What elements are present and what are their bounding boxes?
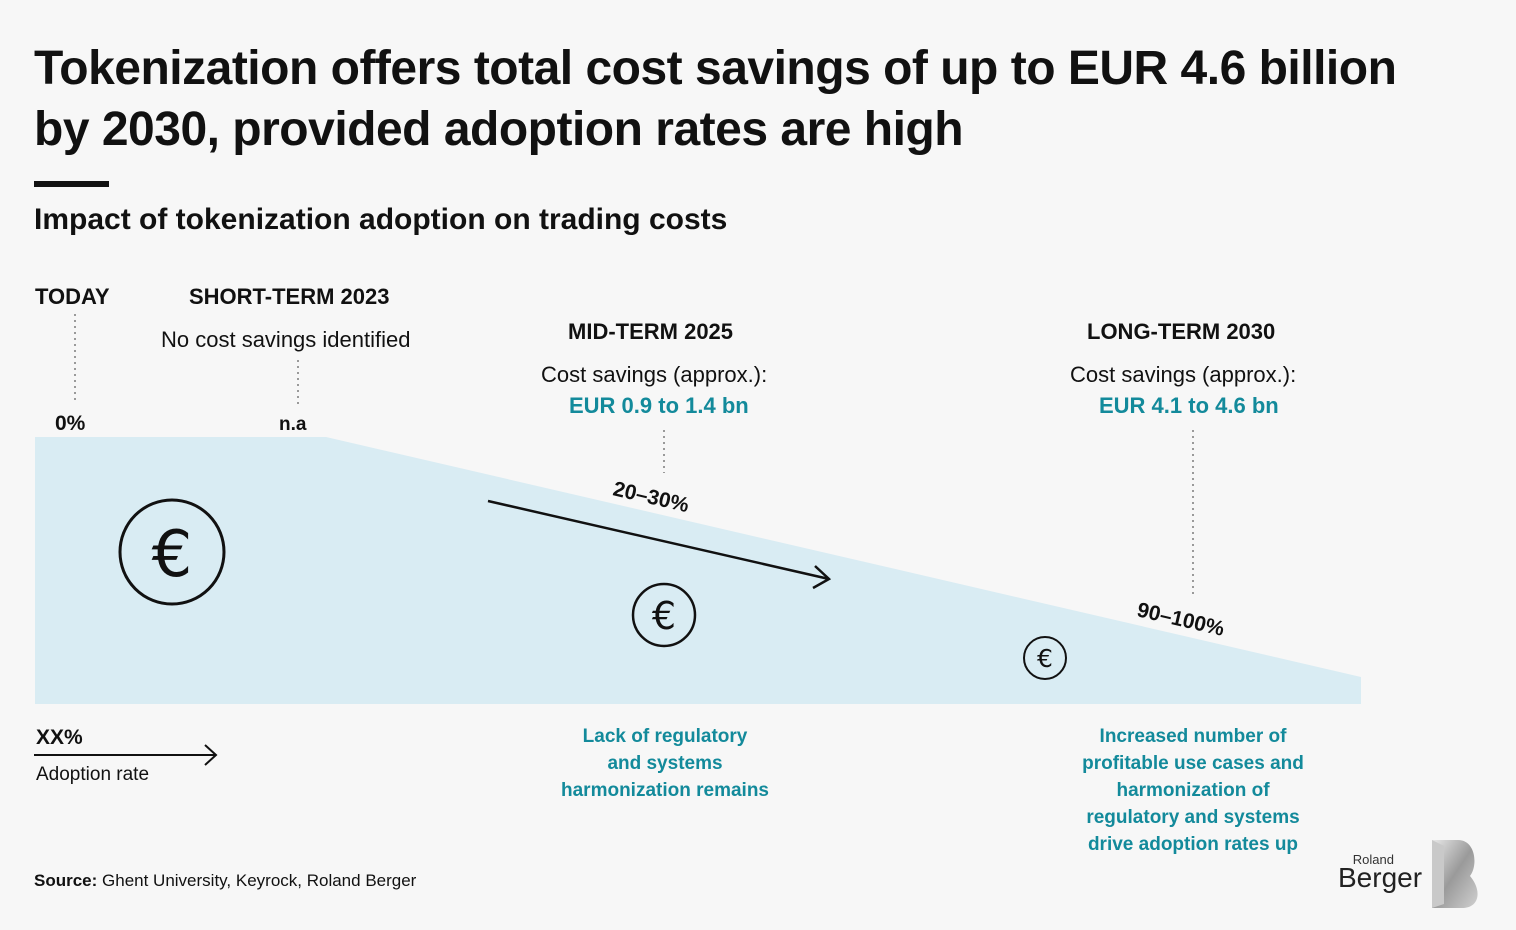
note-line: drive adoption rates up <box>1087 834 1299 855</box>
euro-icon: € <box>631 582 697 648</box>
today-rate-label: 0% <box>55 412 86 435</box>
short-term-label: SHORT-TERM 2023 <box>189 284 390 309</box>
mid-term-text: Cost savings (approx.): <box>541 362 768 387</box>
roland-berger-logo: Roland Berger <box>1330 838 1490 913</box>
long-term-label: LONG-TERM 2030 <box>1087 319 1276 344</box>
arrow-right-icon <box>487 499 832 590</box>
long-term-text: Cost savings (approx.): <box>1070 362 1297 387</box>
page-title: Tokenization offers total cost savings o… <box>34 38 1474 160</box>
short-term-text: No cost savings identified <box>161 327 411 352</box>
euro-icon: € <box>118 498 226 606</box>
mid-term-note: Lack of regulatory and systems harmoniza… <box>540 723 790 804</box>
long-term-note: Increased number of profitable use cases… <box>1063 723 1323 858</box>
source-label: Source: <box>34 871 98 890</box>
note-line: regulatory and systems <box>1086 807 1300 828</box>
title-line-1: Tokenization offers total cost savings o… <box>34 42 1397 95</box>
logo-small-text: Roland <box>1352 852 1394 867</box>
note-line: Increased number of <box>1099 726 1287 747</box>
title-line-2: by 2030, provided adoption rates are hig… <box>34 103 964 156</box>
source-note: Source: Ghent University, Keyrock, Rolan… <box>34 871 416 891</box>
today-label: TODAY <box>35 284 110 309</box>
long-term-savings: EUR 4.1 to 4.6 bn <box>1099 393 1279 418</box>
title-divider <box>34 181 109 187</box>
legend-label: Adoption rate <box>36 764 150 785</box>
mid-term-label: MID-TERM 2025 <box>568 319 734 344</box>
svg-text:€: € <box>152 518 193 592</box>
logo-b-mark <box>1432 840 1478 908</box>
logo-big-text: Berger <box>1338 862 1423 893</box>
note-line: harmonization remains <box>561 780 769 801</box>
mid-term-savings: EUR 0.9 to 1.4 bn <box>569 393 749 418</box>
note-line: harmonization of <box>1116 780 1270 801</box>
trading-cost-area <box>35 437 1361 704</box>
short-term-rate-label: n.a <box>279 414 307 435</box>
chart-subtitle: Impact of tokenization adoption on tradi… <box>34 203 728 236</box>
legend-symbol: XX% <box>36 726 83 749</box>
legend-arrow-icon <box>34 744 218 766</box>
svg-text:€: € <box>1037 644 1053 673</box>
note-line: Lack of regulatory <box>582 726 748 747</box>
note-line: profitable use cases and <box>1082 753 1304 774</box>
svg-text:€: € <box>652 594 676 638</box>
euro-icon: € <box>1023 636 1067 680</box>
note-line: and systems <box>607 753 723 774</box>
source-text: Ghent University, Keyrock, Roland Berger <box>97 871 417 890</box>
